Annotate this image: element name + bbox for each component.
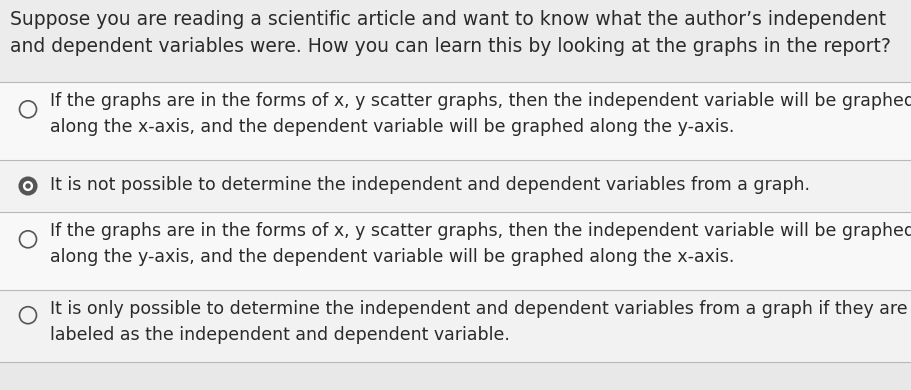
Text: If the graphs are in the forms of x, y scatter graphs, then the independent vari: If the graphs are in the forms of x, y s…	[50, 222, 911, 266]
Text: Suppose you are reading a scientific article and want to know what the author’s : Suppose you are reading a scientific art…	[10, 10, 891, 56]
Circle shape	[19, 231, 36, 248]
Bar	[0, 82, 911, 160]
Bar	[0, 0, 911, 82]
Bar	[0, 290, 911, 362]
Circle shape	[23, 181, 33, 191]
Bar	[0, 212, 911, 290]
Circle shape	[19, 307, 36, 324]
Circle shape	[26, 183, 31, 189]
Text: It is not possible to determine the independent and dependent variables from a g: It is not possible to determine the inde…	[50, 176, 810, 194]
Circle shape	[19, 177, 36, 195]
Circle shape	[19, 101, 36, 118]
Text: If the graphs are in the forms of x, y scatter graphs, then the independent vari: If the graphs are in the forms of x, y s…	[50, 92, 911, 136]
Bar	[0, 160, 911, 212]
Text: It is only possible to determine the independent and dependent variables from a : It is only possible to determine the ind…	[50, 300, 907, 344]
